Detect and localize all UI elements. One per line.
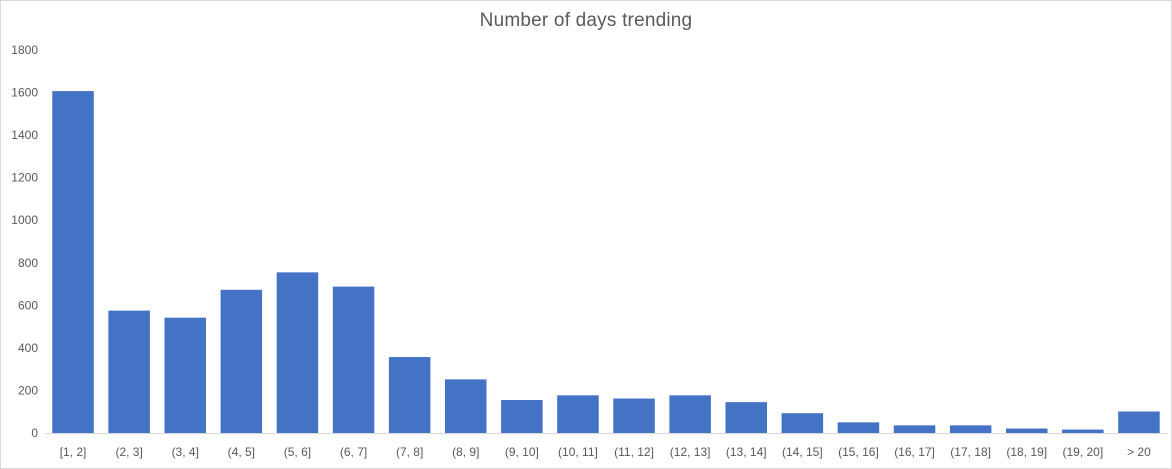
x-tick-label: (8, 9] xyxy=(452,445,479,459)
x-tick-label: (2, 3] xyxy=(115,445,142,459)
x-tick-label: (19, 20] xyxy=(1062,445,1103,459)
y-tick-label: 1800 xyxy=(11,43,38,57)
x-tick-label: (10, 11] xyxy=(558,445,598,459)
bar xyxy=(164,317,206,433)
bar xyxy=(52,91,94,433)
bar xyxy=(949,425,992,433)
x-tick-label: (14, 15] xyxy=(782,445,823,459)
bar xyxy=(501,400,543,433)
y-axis-ticks: 0 200 400 600 800 1000 1200 1400 1600 1800 xyxy=(11,43,38,440)
x-tick-label: [1, 2] xyxy=(60,445,87,459)
bars-group xyxy=(52,91,1160,433)
x-tick-label: (13, 14] xyxy=(726,445,767,459)
bar xyxy=(893,425,936,433)
bar xyxy=(613,398,655,433)
y-tick-label: 800 xyxy=(18,256,38,270)
x-tick-label: (17, 18] xyxy=(950,445,991,459)
bar xyxy=(669,395,711,433)
y-tick-label: 1000 xyxy=(11,213,38,227)
y-tick-label: 1200 xyxy=(11,171,38,185)
x-tick-label: (18, 19] xyxy=(1006,445,1047,459)
chart-title: Number of days trending xyxy=(479,10,693,31)
x-tick-label: (9, 10] xyxy=(505,445,539,459)
x-tick-label: (3, 4] xyxy=(172,445,199,459)
y-tick-label: 600 xyxy=(18,298,38,312)
x-tick-label: (12, 13] xyxy=(670,445,711,459)
y-tick-label: 400 xyxy=(18,341,38,355)
x-tick-label: (16, 17] xyxy=(894,445,935,459)
bar xyxy=(444,379,487,433)
x-tick-label: (15, 16] xyxy=(838,445,879,459)
x-axis-ticks: [1, 2] (2, 3] (3, 4] (4, 5] (5, 6] (6, 7] (7, … xyxy=(60,445,1151,459)
x-tick-label: (7, 8] xyxy=(396,445,423,459)
bar xyxy=(1118,411,1160,433)
bar xyxy=(725,402,767,433)
bar xyxy=(388,357,431,433)
y-tick-label: 1400 xyxy=(11,128,38,142)
y-tick-label: 200 xyxy=(18,383,38,397)
bar xyxy=(1005,428,1048,433)
bar xyxy=(276,272,319,433)
bar xyxy=(781,413,824,433)
bar xyxy=(1062,429,1104,433)
x-tick-label: (5, 6] xyxy=(284,445,311,459)
x-tick-label: (6, 7] xyxy=(340,445,367,459)
y-tick-label: 1600 xyxy=(11,86,38,100)
bar xyxy=(837,422,880,433)
x-tick-label: > 20 xyxy=(1127,445,1151,459)
y-tick-label: 0 xyxy=(31,426,38,440)
x-tick-label: (4, 5] xyxy=(228,445,255,459)
bar xyxy=(557,395,599,433)
bar xyxy=(332,286,375,433)
bar xyxy=(108,310,150,433)
bar xyxy=(220,289,263,433)
x-tick-label: (11, 12] xyxy=(614,445,654,459)
